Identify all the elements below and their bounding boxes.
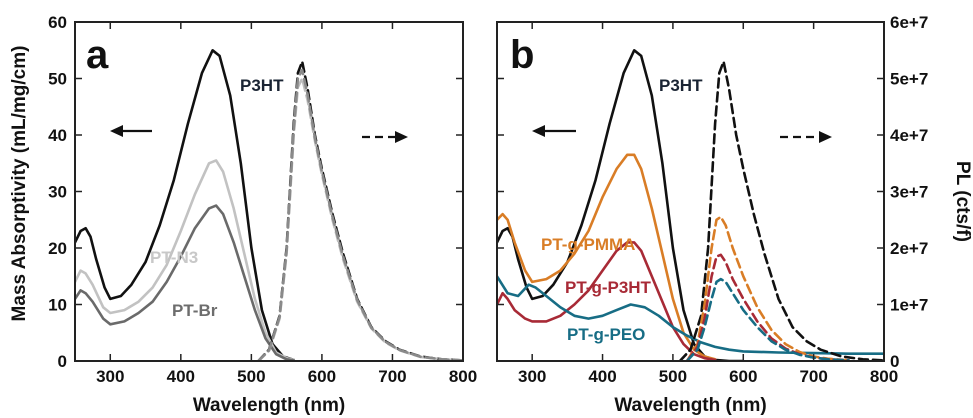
series-line-pt-br-pl (257, 68, 463, 361)
panel-a: 300 400 500 600 700 800 0 10 20 30 40 50 60 Wavelengt… (9, 13, 477, 416)
series-line-p3ht-absorbance (75, 49, 295, 361)
y-axis-title: Mass Absorptivity (mL/mg/cm) (9, 46, 30, 322)
left-arrow-head (110, 125, 123, 137)
series-line-pt-n3-absorbance (75, 159, 295, 361)
y-tick-label: 6e+7 (890, 13, 928, 32)
x-tick-label: 800 (870, 367, 898, 386)
series-line-pt-g-pmma-absorbance (497, 153, 717, 361)
y-tick-label: 2e+7 (890, 239, 928, 258)
series-group (75, 49, 463, 361)
series-line-pt-br-absorbance (75, 204, 295, 361)
y-tick-label: 5e+7 (890, 70, 928, 89)
y-tick-label: 50 (48, 70, 67, 89)
y-tick-label: 60 (48, 13, 67, 32)
y-tick-label: 3e+7 (890, 183, 928, 202)
y-tick-label: 0 (58, 352, 67, 371)
x-tick-label: 700 (378, 367, 406, 386)
series-line-p3ht-absorbance (497, 49, 745, 361)
plot-frame (74, 21, 464, 362)
x-tick-label: 300 (518, 367, 546, 386)
series-group (497, 49, 884, 361)
x-tick-label: 500 (237, 367, 265, 386)
panel-letter: b (510, 33, 534, 77)
series-line-pt-g-p3ht-absorbance (497, 241, 717, 361)
series-label-pt-g-peo: PT-g-PEO (567, 325, 645, 344)
series-line-pt-g-peo-absorbance (497, 275, 884, 355)
y-tick-label: 4e+7 (890, 126, 928, 145)
x-tick-label: 300 (96, 367, 124, 386)
series-label-pt-n3: PT-N3 (150, 248, 198, 267)
series-line-pt-g-peo-pl (685, 277, 851, 361)
y-tick-label: 40 (48, 126, 67, 145)
series-label-pt-br: PT-Br (172, 301, 218, 320)
right-arrow-head (395, 131, 408, 143)
x-axis-title: Wavelength (nm) (193, 395, 345, 416)
x-tick-label: 600 (308, 367, 336, 386)
x-tick-label: 400 (588, 367, 616, 386)
panel-letter: a (86, 33, 109, 77)
x-axis-title: Wavelength (nm) (614, 395, 766, 416)
y-tick-label: 1e+7 (890, 296, 928, 315)
series-label-p3ht: P3HT (240, 76, 284, 95)
right-arrow-head (819, 131, 832, 143)
x-tick-label: 500 (659, 367, 687, 386)
series-line-p3ht-pl (678, 60, 884, 361)
y-tick-label: 0 (890, 352, 899, 371)
x-tick-label: 600 (729, 367, 757, 386)
x-tick-label: 800 (449, 367, 477, 386)
y-tick-label: 10 (48, 296, 67, 315)
y-tick-label: 20 (48, 239, 67, 258)
series-label-pt-g-pmma: PT-g-PMMA (541, 235, 635, 254)
y-axis-title: PL (cts/f) (952, 161, 973, 242)
x-tick-label: 700 (799, 367, 827, 386)
left-arrow-head (532, 125, 545, 137)
series-label-pt-g-p3ht: PT-g-P3HT (565, 278, 652, 297)
series-line-pt-g-pmma-pl (685, 215, 851, 361)
series-label-p3ht: P3HT (659, 76, 703, 95)
x-tick-label: 400 (167, 367, 195, 386)
y-tick-label: 30 (48, 183, 67, 202)
plot-frame (496, 21, 885, 362)
